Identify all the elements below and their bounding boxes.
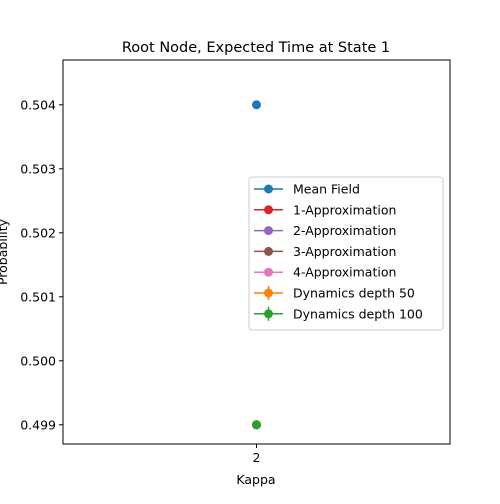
y-tick-label: 0.503 bbox=[20, 161, 56, 176]
legend-marker bbox=[264, 309, 273, 319]
y-tick-label: 0.500 bbox=[20, 353, 56, 368]
legend-marker bbox=[264, 205, 273, 215]
legend-marker bbox=[264, 267, 273, 277]
plot-frame bbox=[62, 59, 451, 445]
y-axis-label: Probability bbox=[0, 218, 10, 285]
legend-marker bbox=[264, 246, 273, 256]
legend-label: 4-Approximation bbox=[293, 265, 396, 280]
y-axis-ticks: 0.499 0.500 0.501 0.502 0.503 0.504 bbox=[20, 97, 63, 432]
y-tick-label: 0.501 bbox=[20, 289, 56, 304]
legend-marker bbox=[264, 226, 273, 236]
x-tick-label: 2 bbox=[253, 450, 261, 465]
data-point-dynamics-depth-100 bbox=[252, 420, 261, 430]
legend-label: 1-Approximation bbox=[293, 202, 396, 217]
data-marks bbox=[252, 100, 261, 430]
legend-label: 3-Approximation bbox=[293, 244, 396, 259]
x-axis-label: Kappa bbox=[236, 472, 275, 487]
x-axis-ticks: 2 bbox=[253, 444, 261, 465]
chart-title: Root Node, Expected Time at State 1 bbox=[122, 40, 390, 56]
legend-marker bbox=[264, 184, 273, 194]
legend-box bbox=[248, 176, 444, 331]
legend-label: Dynamics depth 50 bbox=[293, 286, 415, 301]
legend-marker bbox=[264, 288, 273, 298]
data-point-mean-field bbox=[252, 100, 261, 110]
y-tick-label: 0.502 bbox=[20, 225, 56, 240]
legend: Mean Field 1-Approximation 2-Approximation… bbox=[248, 176, 444, 331]
legend-label: Mean Field bbox=[293, 182, 360, 197]
y-tick-label: 0.499 bbox=[20, 417, 56, 432]
legend-label: Dynamics depth 100 bbox=[293, 306, 423, 321]
legend-label: 2-Approximation bbox=[293, 223, 396, 238]
y-tick-label: 0.504 bbox=[20, 97, 56, 112]
